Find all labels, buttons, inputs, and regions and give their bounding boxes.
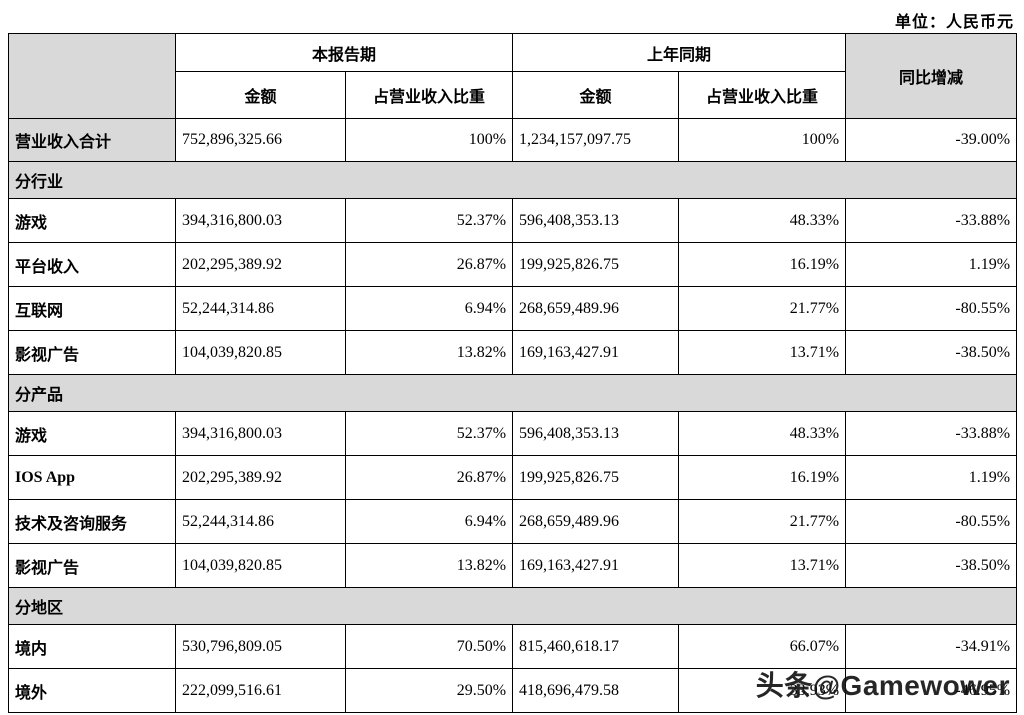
row-label-cell: 影视广告 [8, 543, 176, 588]
prior-share-cell: 48.33% [678, 198, 847, 243]
prior-amount-cell: 418,696,479.58 [512, 668, 680, 713]
section-label: 分地区 [7, 587, 1018, 625]
current-share-cell: 6.94% [344, 286, 514, 331]
current-amount-cell: 394,316,800.03 [175, 411, 346, 456]
yoy-change-cell: 1.19% [845, 455, 1018, 500]
prior-amount-cell: 596,408,353.13 [512, 198, 680, 243]
unit-label: 单位：人民币元 [894, 14, 1014, 31]
yoy-change-cell: -33.88% [845, 198, 1018, 243]
header-row-measures: 金额 占营业收入比重 金额 占营业收入比重 [9, 71, 1017, 119]
row-label-cell: IOS App [8, 455, 176, 500]
prior-share-cell: 13.71% [678, 543, 847, 588]
prior-amount-cell: 268,659,489.96 [512, 499, 680, 544]
table-row: 游戏 394,316,800.03 52.37% 596,408,353.13 48.3… [8, 198, 1018, 243]
row-label-cell: 游戏 [8, 198, 176, 243]
current-amount-cell: 752,896,325.66 [175, 118, 346, 162]
header-corner-cell [8, 33, 176, 119]
header-row-periods: 本报告期 上年同期 同比增减 [8, 33, 1018, 119]
current-share-cell: 70.50% [344, 624, 514, 669]
current-amount-cell: 202,295,389.92 [175, 455, 346, 500]
section-row: 分地区 [7, 587, 1018, 625]
yoy-change-cell: -38.50% [845, 330, 1018, 375]
current-amount-cell: 104,039,820.85 [175, 543, 346, 588]
yoy-change-cell: -34.91% [845, 624, 1018, 669]
header-current-period: 本报告期 [174, 33, 514, 72]
yoy-change-cell: -80.55% [845, 286, 1018, 331]
table-row: 营业收入合计 752,896,325.66 100% 1,234,157,097.75… [8, 118, 1018, 162]
row-label-cell: 技术及咨询服务 [8, 499, 176, 544]
prior-amount-cell: 268,659,489.96 [512, 286, 680, 331]
header-prior-share: 占营业收入比重 [678, 71, 847, 119]
table-row: IOS App 202,295,389.92 26.87% 199,925,826.7… [8, 455, 1018, 500]
row-label-cell: 营业收入合计 [8, 118, 176, 162]
prior-amount-cell: 1,234,157,097.75 [512, 118, 680, 162]
prior-amount-cell: 169,163,427.91 [512, 330, 680, 375]
prior-share-cell: 13.71% [678, 330, 847, 375]
prior-amount-cell: 815,460,618.17 [512, 624, 680, 669]
section-row: 分产品 [7, 374, 1018, 412]
current-share-cell: 13.82% [344, 543, 514, 588]
current-share-cell: 26.87% [344, 242, 514, 287]
current-share-cell: 13.82% [344, 330, 514, 375]
current-amount-cell: 52,244,314.86 [175, 499, 346, 544]
section-label: 分行业 [7, 161, 1018, 199]
yoy-change-cell: -46.95% [845, 668, 1018, 713]
prior-amount-cell: 169,163,427.91 [512, 543, 680, 588]
row-label-cell: 影视广告 [8, 330, 176, 375]
prior-amount-cell: 199,925,826.75 [512, 242, 680, 287]
table-row: 影视广告 104,039,820.85 13.82% 169,163,427.91 13… [8, 330, 1018, 375]
current-share-cell: 26.87% [344, 455, 514, 500]
current-share-cell: 52.37% [344, 198, 514, 243]
current-amount-cell: 222,099,516.61 [175, 668, 346, 713]
table-row: 游戏 394,316,800.03 52.37% 596,408,353.13 48.3… [8, 411, 1018, 456]
table-row: 影视广告 104,039,820.85 13.82% 169,163,427.91 13… [8, 543, 1018, 588]
prior-share-cell: 48.33% [678, 411, 847, 456]
yoy-change-cell: -39.00% [845, 118, 1018, 162]
prior-amount-cell: 596,408,353.13 [512, 411, 680, 456]
header-yoy-change: 同比增减 [845, 33, 1018, 119]
prior-share-cell: 33.93% [678, 668, 847, 713]
header-current-amount: 金额 [175, 71, 346, 119]
row-label-cell: 境外 [8, 668, 176, 713]
current-amount-cell: 530,796,809.05 [175, 624, 346, 669]
current-amount-cell: 104,039,820.85 [175, 330, 346, 375]
row-label-cell: 互联网 [8, 286, 176, 331]
table-row: 技术及咨询服务 52,244,314.86 6.94% 268,659,489.96 2… [8, 499, 1018, 544]
table-row: 境外 222,099,516.61 29.50% 418,696,479.58 33.9… [8, 668, 1018, 713]
row-label-cell: 平台收入 [8, 242, 176, 287]
header-prior-period: 上年同期 [512, 33, 847, 72]
yoy-change-cell: -38.50% [845, 543, 1018, 588]
prior-share-cell: 21.77% [678, 499, 847, 544]
header-current-share: 占营业收入比重 [344, 71, 514, 119]
prior-share-cell: 16.19% [678, 455, 847, 500]
prior-share-cell: 100% [678, 118, 847, 162]
prior-share-cell: 21.77% [678, 286, 847, 331]
current-share-cell: 52.37% [344, 411, 514, 456]
yoy-change-cell: -33.88% [845, 411, 1018, 456]
current-amount-cell: 394,316,800.03 [175, 198, 346, 243]
section-label: 分产品 [7, 374, 1018, 412]
current-share-cell: 100% [344, 118, 514, 162]
yoy-change-cell: -80.55% [845, 499, 1018, 544]
table-row: 互联网 52,244,314.86 6.94% 268,659,489.96 21.77… [8, 286, 1018, 331]
table-row: 平台收入 202,295,389.92 26.87% 199,925,826.75 16… [8, 242, 1018, 287]
prior-amount-cell: 199,925,826.75 [512, 455, 680, 500]
row-label-cell: 游戏 [8, 411, 176, 456]
current-share-cell: 6.94% [344, 499, 514, 544]
header-prior-amount: 金额 [512, 71, 680, 119]
prior-share-cell: 66.07% [678, 624, 847, 669]
table-body: 营业收入合计 752,896,325.66 100% 1,234,157,097.75… [7, 118, 1018, 713]
yoy-change-cell: 1.19% [845, 242, 1018, 287]
table-row: 境内 530,796,809.05 70.50% 815,460,618.17 66.0… [8, 624, 1018, 669]
table-header: 本报告期 上年同期 同比增减 金额 占营业收入比重 金额 占营业收入比重 [8, 33, 1018, 119]
section-row: 分行业 [7, 161, 1018, 199]
row-label-cell: 境内 [8, 624, 176, 669]
current-amount-cell: 202,295,389.92 [175, 242, 346, 287]
revenue-breakdown-table: 本报告期 上年同期 同比增减 金额 占营业收入比重 金额 占营业收入比重 营业收… [7, 33, 1018, 713]
prior-share-cell: 16.19% [678, 242, 847, 287]
current-amount-cell: 52,244,314.86 [175, 286, 346, 331]
current-share-cell: 29.50% [344, 668, 514, 713]
